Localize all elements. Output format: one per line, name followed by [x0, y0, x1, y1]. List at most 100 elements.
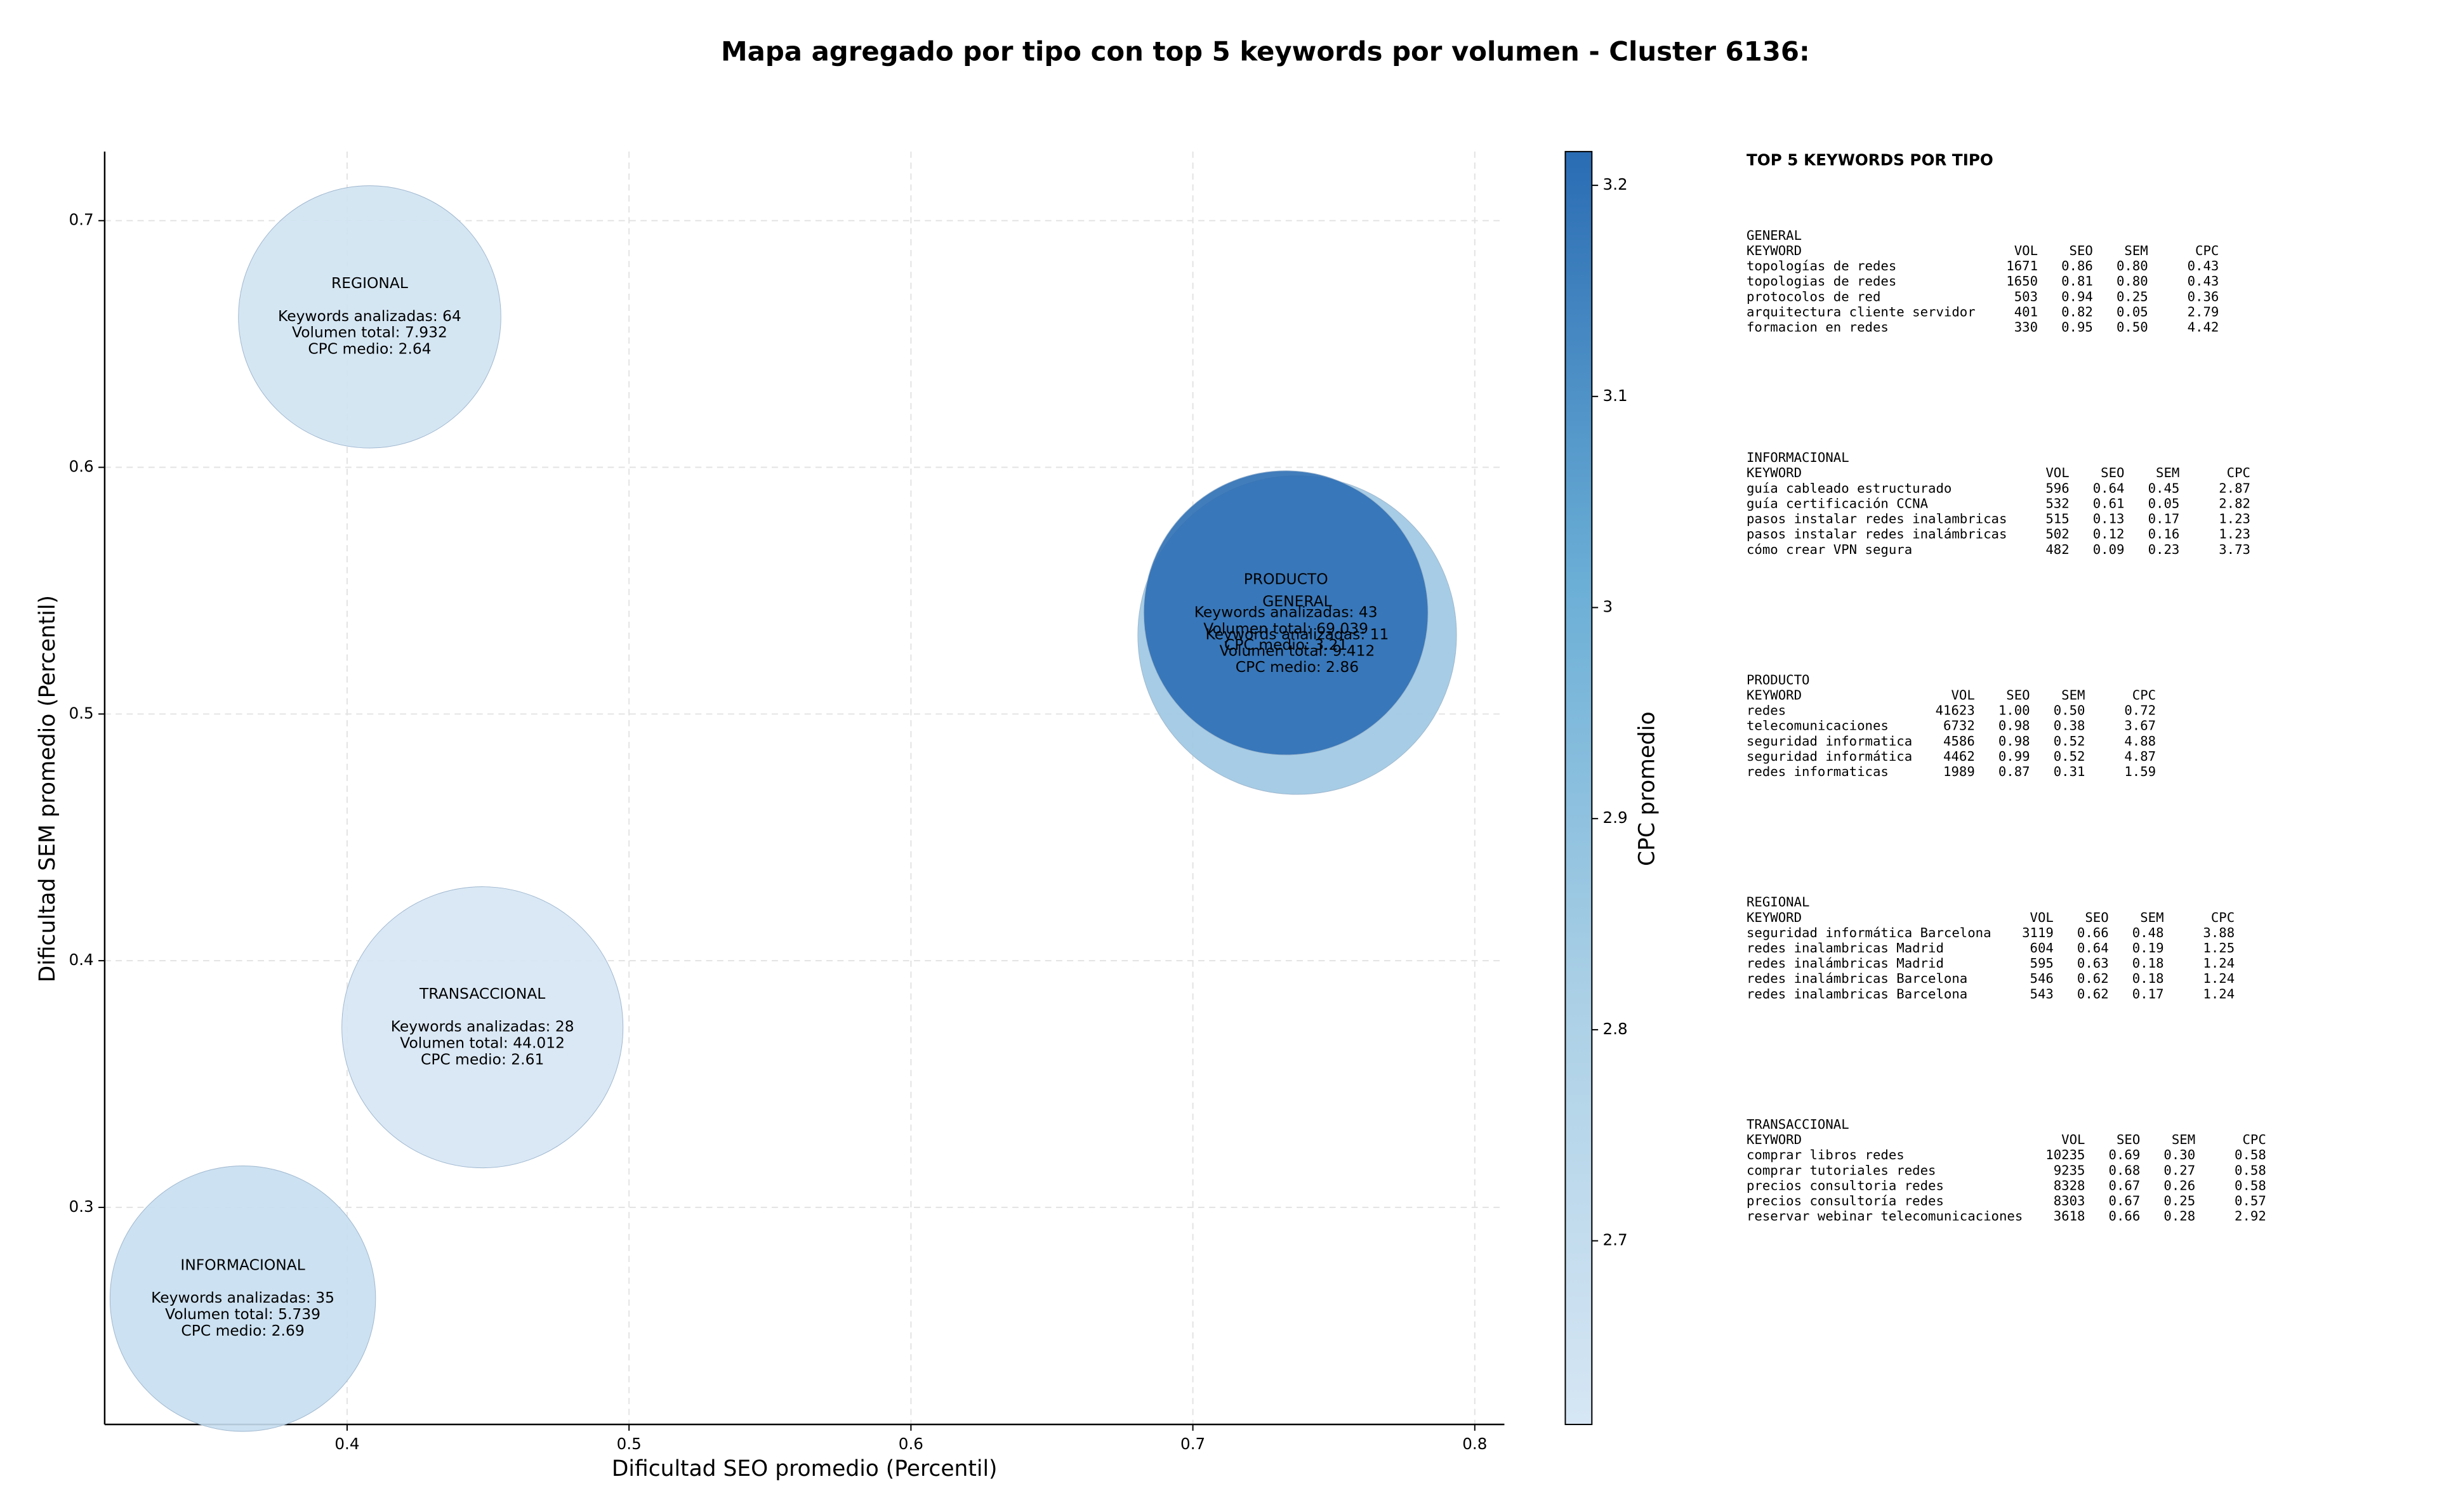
- colorbar-tick-label: 3.2: [1603, 175, 1628, 194]
- table-cell: 0.26: [2163, 1178, 2195, 1193]
- table-cell: precios consultoría redes: [1747, 1193, 1944, 1209]
- table-cell: 0.81: [2061, 273, 2093, 289]
- table-cell: 0.50: [2117, 320, 2148, 335]
- table-cell: 0.05: [2148, 496, 2180, 511]
- table-header: SEM: [2156, 465, 2179, 480]
- table-header: SEM: [2061, 687, 2085, 702]
- table-cell: formacion en redes: [1747, 320, 1889, 335]
- table-cell: 0.25: [2163, 1193, 2195, 1209]
- table-cell: 41623: [1936, 703, 1975, 718]
- bubble-label: Keywords analizadas: 35: [151, 1289, 334, 1306]
- table-cell: seguridad informática Barcelona: [1747, 925, 1991, 940]
- table-cell: 0.48: [2132, 925, 2164, 940]
- colorbar: [1564, 150, 1593, 1426]
- table-cell: 0.82: [2061, 304, 2093, 319]
- table-header: SEO: [2085, 910, 2108, 925]
- bubble-label: REGIONAL: [331, 274, 408, 292]
- table-cell: guía cableado estructurado: [1747, 480, 1952, 496]
- x-tick-label: 0.8: [1462, 1435, 1487, 1453]
- table-cell: pasos instalar redes inalámbricas: [1747, 527, 2007, 542]
- table-cell: 4462: [1943, 749, 1975, 764]
- table-cell: seguridad informática: [1747, 749, 1912, 764]
- table-cell: 0.64: [2077, 940, 2109, 956]
- bubble-label: CPC medio: 2.64: [308, 340, 431, 358]
- table-cell: 0.87: [1998, 764, 2030, 779]
- table-cell: 0.66: [2077, 925, 2109, 940]
- bubble-label: Volumen total: 9.412: [1220, 641, 1375, 659]
- table-title: GENERAL: [1747, 228, 1802, 243]
- table-cell: 4586: [1943, 733, 1975, 749]
- table-cell: 0.99: [1998, 749, 2030, 764]
- x-tick-label: 0.4: [334, 1435, 359, 1453]
- table-header: KEYWORD: [1747, 243, 1802, 258]
- table-header: VOL: [2061, 1132, 2085, 1147]
- table-cell: topologías de redes: [1747, 258, 1896, 273]
- table-cell: redes informaticas: [1747, 764, 1889, 779]
- table-cell: 0.18: [2132, 956, 2164, 971]
- table-cell: 0.95: [2061, 320, 2093, 335]
- table-cell: 0.36: [2188, 289, 2219, 304]
- table-cell: 2.87: [2219, 480, 2250, 496]
- table-cell: precios consultoria redes: [1747, 1178, 1944, 1193]
- bubble: [109, 1166, 376, 1432]
- table-header: CPC: [2227, 465, 2250, 480]
- bubble: [341, 886, 624, 1169]
- table-cell: arquitectura cliente servidor: [1747, 304, 1976, 319]
- table-title: PRODUCTO: [1747, 672, 1810, 687]
- table-cell: 0.12: [2093, 527, 2125, 542]
- bubble-label: Volumen total: 69.039: [1203, 619, 1368, 637]
- table-header: CPC: [2211, 910, 2235, 925]
- table-cell: 0.09: [2093, 542, 2125, 557]
- table-title: INFORMACIONAL: [1747, 450, 1849, 465]
- table-header: SEO: [2006, 687, 2030, 702]
- table-cell: 0.30: [2163, 1147, 2195, 1162]
- table-header: VOL: [2030, 910, 2054, 925]
- table-cell: seguridad informatica: [1747, 733, 1912, 749]
- table-cell: 2.92: [2235, 1209, 2266, 1224]
- table-cell: reservar webinar telecomunicaciones: [1747, 1209, 2023, 1224]
- table-header: VOL: [2045, 465, 2069, 480]
- chart-title: Mapa agregado por tipo con top 5 keyword…: [721, 36, 1810, 67]
- table-header: CPC: [2195, 243, 2219, 258]
- bubble-label: Keywords analizadas: 11: [1206, 625, 1389, 643]
- bubble-label: CPC medio: 2.61: [421, 1050, 544, 1068]
- table-cell: 0.19: [2132, 940, 2164, 956]
- table-header: SEO: [2101, 465, 2124, 480]
- table-cell: 3618: [2054, 1209, 2085, 1224]
- y-tick-label: 0.4: [69, 950, 94, 969]
- table-header: KEYWORD: [1747, 1132, 1802, 1147]
- bubble-label: CPC medio: 3.21: [1224, 636, 1347, 654]
- table-cell: redes: [1747, 703, 1786, 718]
- table-header: CPC: [2242, 1132, 2266, 1147]
- table-cell: 4.88: [2124, 733, 2156, 749]
- table-cell: redes inalámbricas Madrid: [1747, 956, 1944, 971]
- table-title: REGIONAL: [1747, 895, 1810, 910]
- bubble-label: TRANSACCIONAL: [419, 985, 545, 1003]
- table-cell: 0.17: [2132, 986, 2164, 1001]
- colorbar-label: CPC promedio: [1634, 711, 1660, 865]
- bubble-label: CPC medio: 2.86: [1236, 658, 1359, 676]
- table-cell: 0.05: [2117, 304, 2148, 319]
- table-header: SEM: [2124, 243, 2148, 258]
- table-cell: 1.24: [2203, 956, 2235, 971]
- table-cell: 1.59: [2124, 764, 2156, 779]
- table-cell: 1.25: [2203, 940, 2235, 956]
- table-cell: 330: [2014, 320, 2038, 335]
- table-cell: 0.66: [2109, 1209, 2141, 1224]
- table-cell: 595: [2030, 956, 2054, 971]
- table-cell: 0.23: [2148, 542, 2180, 557]
- table-cell: 0.98: [1998, 733, 2030, 749]
- table-cell: 0.25: [2117, 289, 2148, 304]
- table-cell: redes inalambricas Barcelona: [1747, 986, 1967, 1001]
- table-cell: protocolos de red: [1747, 289, 1880, 304]
- table-cell: 0.58: [2235, 1178, 2266, 1193]
- table-cell: 0.72: [2124, 703, 2156, 718]
- table-cell: 482: [2045, 542, 2069, 557]
- x-tick-label: 0.6: [899, 1435, 923, 1453]
- table-cell: cómo crear VPN segura: [1747, 542, 1912, 557]
- table-cell: 3119: [2022, 925, 2054, 940]
- bubble-label: Volumen total: 5.739: [165, 1305, 320, 1323]
- bubble: [238, 185, 501, 449]
- table-cell: 0.86: [2061, 258, 2093, 273]
